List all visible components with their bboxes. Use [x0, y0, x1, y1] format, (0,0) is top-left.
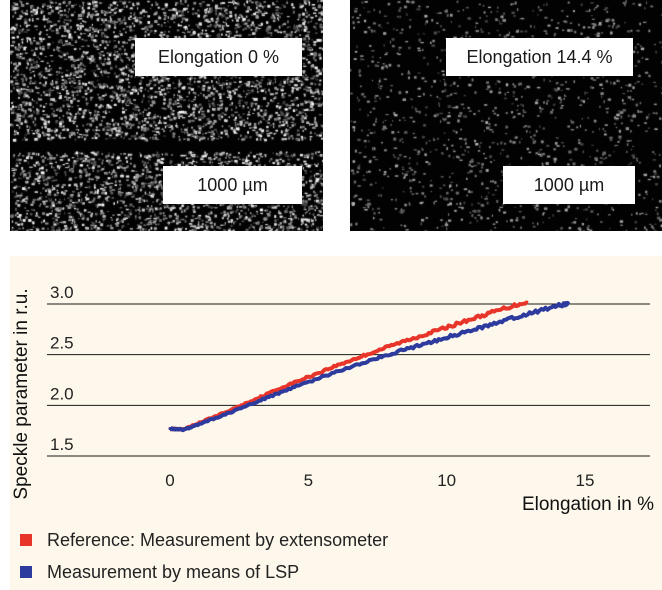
- data-point: [251, 398, 255, 402]
- x-tick-label: 0: [165, 471, 174, 490]
- elongation-label: Elongation 0 %: [135, 38, 302, 76]
- y-tick-label: 2.5: [50, 334, 74, 353]
- data-point: [306, 380, 310, 384]
- x-tick-label: 15: [576, 471, 595, 490]
- data-point: [251, 401, 255, 405]
- data-point: [334, 370, 338, 374]
- data-point: [389, 344, 393, 348]
- legend-swatch-blue: [20, 566, 32, 578]
- line-chart: 1.5 2.0 2.5 3.0 0 5 10 15 Elongation in % Speck…: [11, 283, 654, 515]
- data-point: [445, 325, 449, 329]
- data-point: [223, 412, 227, 416]
- data-point: [196, 423, 200, 427]
- scale-bar-label: 1000 µm: [163, 166, 302, 204]
- speckle-image-elongation-14-4: Elongation 14.4 % 1000 µm: [350, 0, 662, 231]
- series-line: [169, 300, 570, 433]
- legend-label: Measurement by means of LSP: [47, 562, 300, 582]
- data-point: [528, 311, 532, 315]
- data-point: [362, 361, 366, 365]
- speckle-image-elongation-0: Elongation 0 % 1000 µm: [10, 0, 323, 231]
- legend-label: Reference: Measurement by extensometer: [47, 530, 389, 550]
- data-point: [472, 327, 476, 331]
- scale-bar-label: 1000 µm: [503, 166, 635, 204]
- series-line: [169, 300, 529, 432]
- data-point: [417, 344, 421, 348]
- data-point: [279, 386, 283, 390]
- legend-item-reference: Reference: Measurement by extensometer: [10, 528, 610, 552]
- data-point: [168, 427, 172, 431]
- data-point: [525, 300, 529, 304]
- data-point: [334, 364, 338, 368]
- series-reference: [168, 300, 529, 432]
- series-lsp: [168, 300, 570, 433]
- data-point: [500, 319, 504, 323]
- data-point: [279, 390, 283, 394]
- data-point: [566, 301, 570, 305]
- data-point: [500, 307, 504, 311]
- elongation-label: Elongation 14.4 %: [446, 38, 633, 76]
- data-point: [445, 335, 449, 339]
- legend-item-lsp: Measurement by means of LSP: [10, 560, 610, 584]
- y-tick-label: 1.5: [50, 435, 74, 454]
- data-point: [306, 375, 310, 379]
- x-tick-label: 10: [437, 471, 456, 490]
- legend-swatch-red: [20, 534, 32, 546]
- data-point: [555, 304, 559, 308]
- y-tick-label: 2.0: [50, 384, 74, 403]
- data-point: [472, 316, 476, 320]
- y-axis-label: Speckle parameter in r.u.: [11, 288, 32, 499]
- data-point: [389, 352, 393, 356]
- data-point: [362, 354, 366, 358]
- chart-panel: 1.5 2.0 2.5 3.0 0 5 10 15 Elongation in % Speck…: [10, 256, 662, 590]
- data-point: [182, 428, 186, 432]
- x-tick-label: 5: [304, 471, 313, 490]
- x-axis-label: Elongation in %: [522, 494, 654, 515]
- data-point: [417, 334, 421, 338]
- y-tick-label: 3.0: [50, 283, 74, 302]
